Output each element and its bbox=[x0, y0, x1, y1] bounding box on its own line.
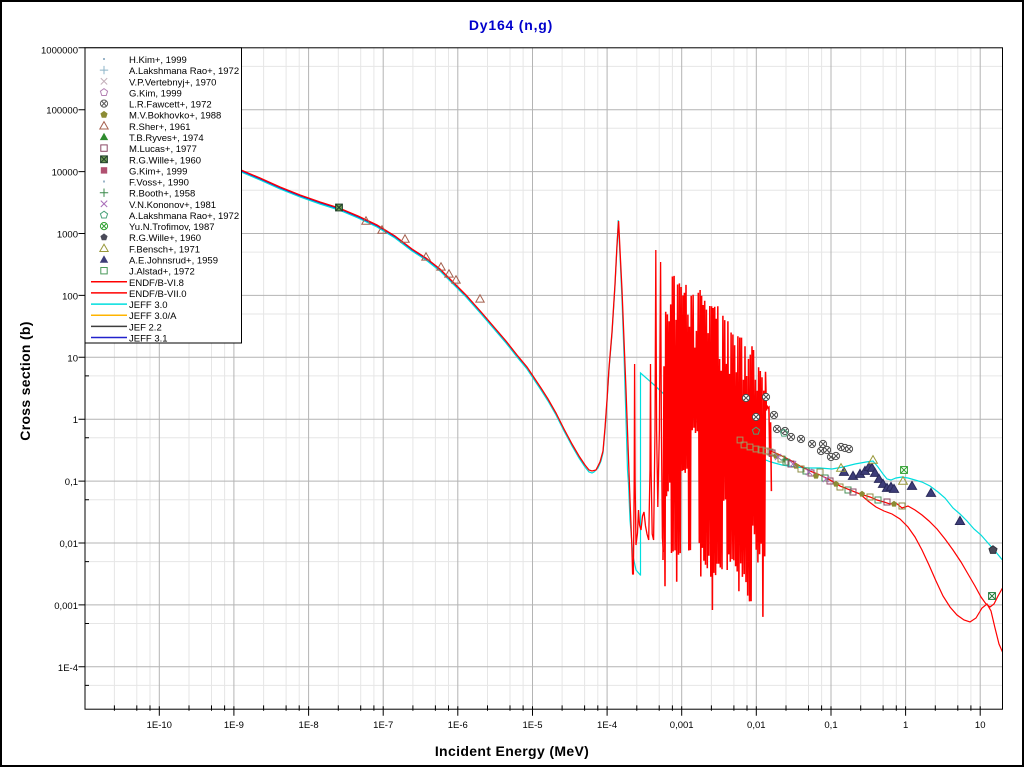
svg-text:R.G.Wille+, 1960: R.G.Wille+, 1960 bbox=[129, 233, 201, 244]
svg-text:0,1: 0,1 bbox=[824, 720, 837, 731]
svg-text:1E-10: 1E-10 bbox=[147, 720, 172, 731]
svg-text:1E-8: 1E-8 bbox=[299, 720, 319, 731]
svg-text:100: 100 bbox=[62, 291, 78, 302]
svg-text:0,01: 0,01 bbox=[747, 720, 766, 731]
svg-text:ENDF/B-VII.0: ENDF/B-VII.0 bbox=[129, 289, 187, 300]
svg-text:0,1: 0,1 bbox=[65, 477, 78, 488]
svg-text:Cross section (b): Cross section (b) bbox=[17, 321, 33, 440]
svg-text:A.Lakshmana Rao+, 1972: A.Lakshmana Rao+, 1972 bbox=[129, 211, 239, 222]
svg-text:1000: 1000 bbox=[57, 230, 78, 241]
svg-text:10000: 10000 bbox=[52, 168, 78, 179]
svg-text:1E-7: 1E-7 bbox=[373, 720, 393, 731]
svg-text:H.Kim+, 1999: H.Kim+, 1999 bbox=[129, 55, 187, 66]
svg-text:1E-9: 1E-9 bbox=[224, 720, 244, 731]
svg-text:F.Voss+, 1990: F.Voss+, 1990 bbox=[129, 178, 189, 189]
svg-text:R.Sher+, 1961: R.Sher+, 1961 bbox=[129, 122, 191, 133]
svg-text:Yu.N.Trofimov, 1987: Yu.N.Trofimov, 1987 bbox=[129, 222, 215, 233]
svg-text:A.Lakshmana Rao+, 1972: A.Lakshmana Rao+, 1972 bbox=[129, 66, 239, 77]
svg-text:1E-4: 1E-4 bbox=[597, 720, 617, 731]
svg-text:A.E.Johnsrud+, 1959: A.E.Johnsrud+, 1959 bbox=[129, 256, 218, 267]
svg-text:1: 1 bbox=[903, 720, 908, 731]
svg-text:10: 10 bbox=[975, 720, 986, 731]
svg-text:G.Kim, 1999: G.Kim, 1999 bbox=[129, 88, 182, 99]
svg-text:M.V.Bokhovko+, 1988: M.V.Bokhovko+, 1988 bbox=[129, 111, 221, 122]
svg-text:T.B.Ryves+, 1974: T.B.Ryves+, 1974 bbox=[129, 133, 204, 144]
svg-text:10: 10 bbox=[67, 353, 78, 364]
svg-text:F.Bensch+, 1971: F.Bensch+, 1971 bbox=[129, 244, 200, 255]
svg-text:V.N.Kononov+, 1981: V.N.Kononov+, 1981 bbox=[129, 200, 216, 211]
svg-text:J.Alstad+, 1972: J.Alstad+, 1972 bbox=[129, 267, 195, 278]
svg-text:Incident Energy (MeV): Incident Energy (MeV) bbox=[435, 743, 589, 759]
svg-text:Dy164 (n,g): Dy164 (n,g) bbox=[469, 17, 553, 33]
svg-text:M.Lucas+, 1977: M.Lucas+, 1977 bbox=[129, 144, 197, 155]
svg-text:G.Kim+, 1999: G.Kim+, 1999 bbox=[129, 166, 187, 177]
svg-text:ENDF/B-VI.8: ENDF/B-VI.8 bbox=[129, 278, 184, 289]
svg-text:0,001: 0,001 bbox=[54, 601, 78, 612]
svg-text:R.Booth+, 1958: R.Booth+, 1958 bbox=[129, 189, 195, 200]
svg-text:1E-5: 1E-5 bbox=[522, 720, 542, 731]
svg-text:JEFF 3.1: JEFF 3.1 bbox=[129, 334, 168, 345]
svg-text:JEF 2.2: JEF 2.2 bbox=[129, 322, 162, 333]
svg-text:0,01: 0,01 bbox=[60, 539, 79, 550]
svg-text:1000000: 1000000 bbox=[41, 45, 78, 56]
svg-text:1E-6: 1E-6 bbox=[448, 720, 468, 731]
svg-text:0,001: 0,001 bbox=[670, 720, 694, 731]
svg-text:1E-4: 1E-4 bbox=[58, 663, 78, 674]
svg-text:R.G.Wille+, 1960: R.G.Wille+, 1960 bbox=[129, 155, 201, 166]
svg-text:100000: 100000 bbox=[46, 106, 78, 117]
svg-text:L.R.Fawcett+, 1972: L.R.Fawcett+, 1972 bbox=[129, 100, 212, 111]
svg-text:JEFF 3.0: JEFF 3.0 bbox=[129, 300, 168, 311]
svg-text:JEFF 3.0/A: JEFF 3.0/A bbox=[129, 311, 177, 322]
svg-text:1: 1 bbox=[73, 415, 78, 426]
svg-text:V.P.Vertebnyj+, 1970: V.P.Vertebnyj+, 1970 bbox=[129, 77, 216, 88]
